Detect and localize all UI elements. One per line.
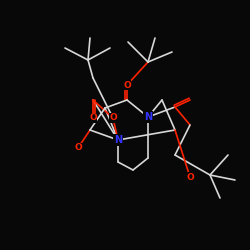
Text: O: O bbox=[89, 114, 97, 122]
Text: O: O bbox=[74, 144, 82, 152]
Text: N: N bbox=[114, 135, 122, 145]
Text: O: O bbox=[109, 114, 117, 122]
Text: N: N bbox=[144, 112, 152, 122]
Text: O: O bbox=[186, 172, 194, 182]
Text: O: O bbox=[123, 80, 131, 90]
